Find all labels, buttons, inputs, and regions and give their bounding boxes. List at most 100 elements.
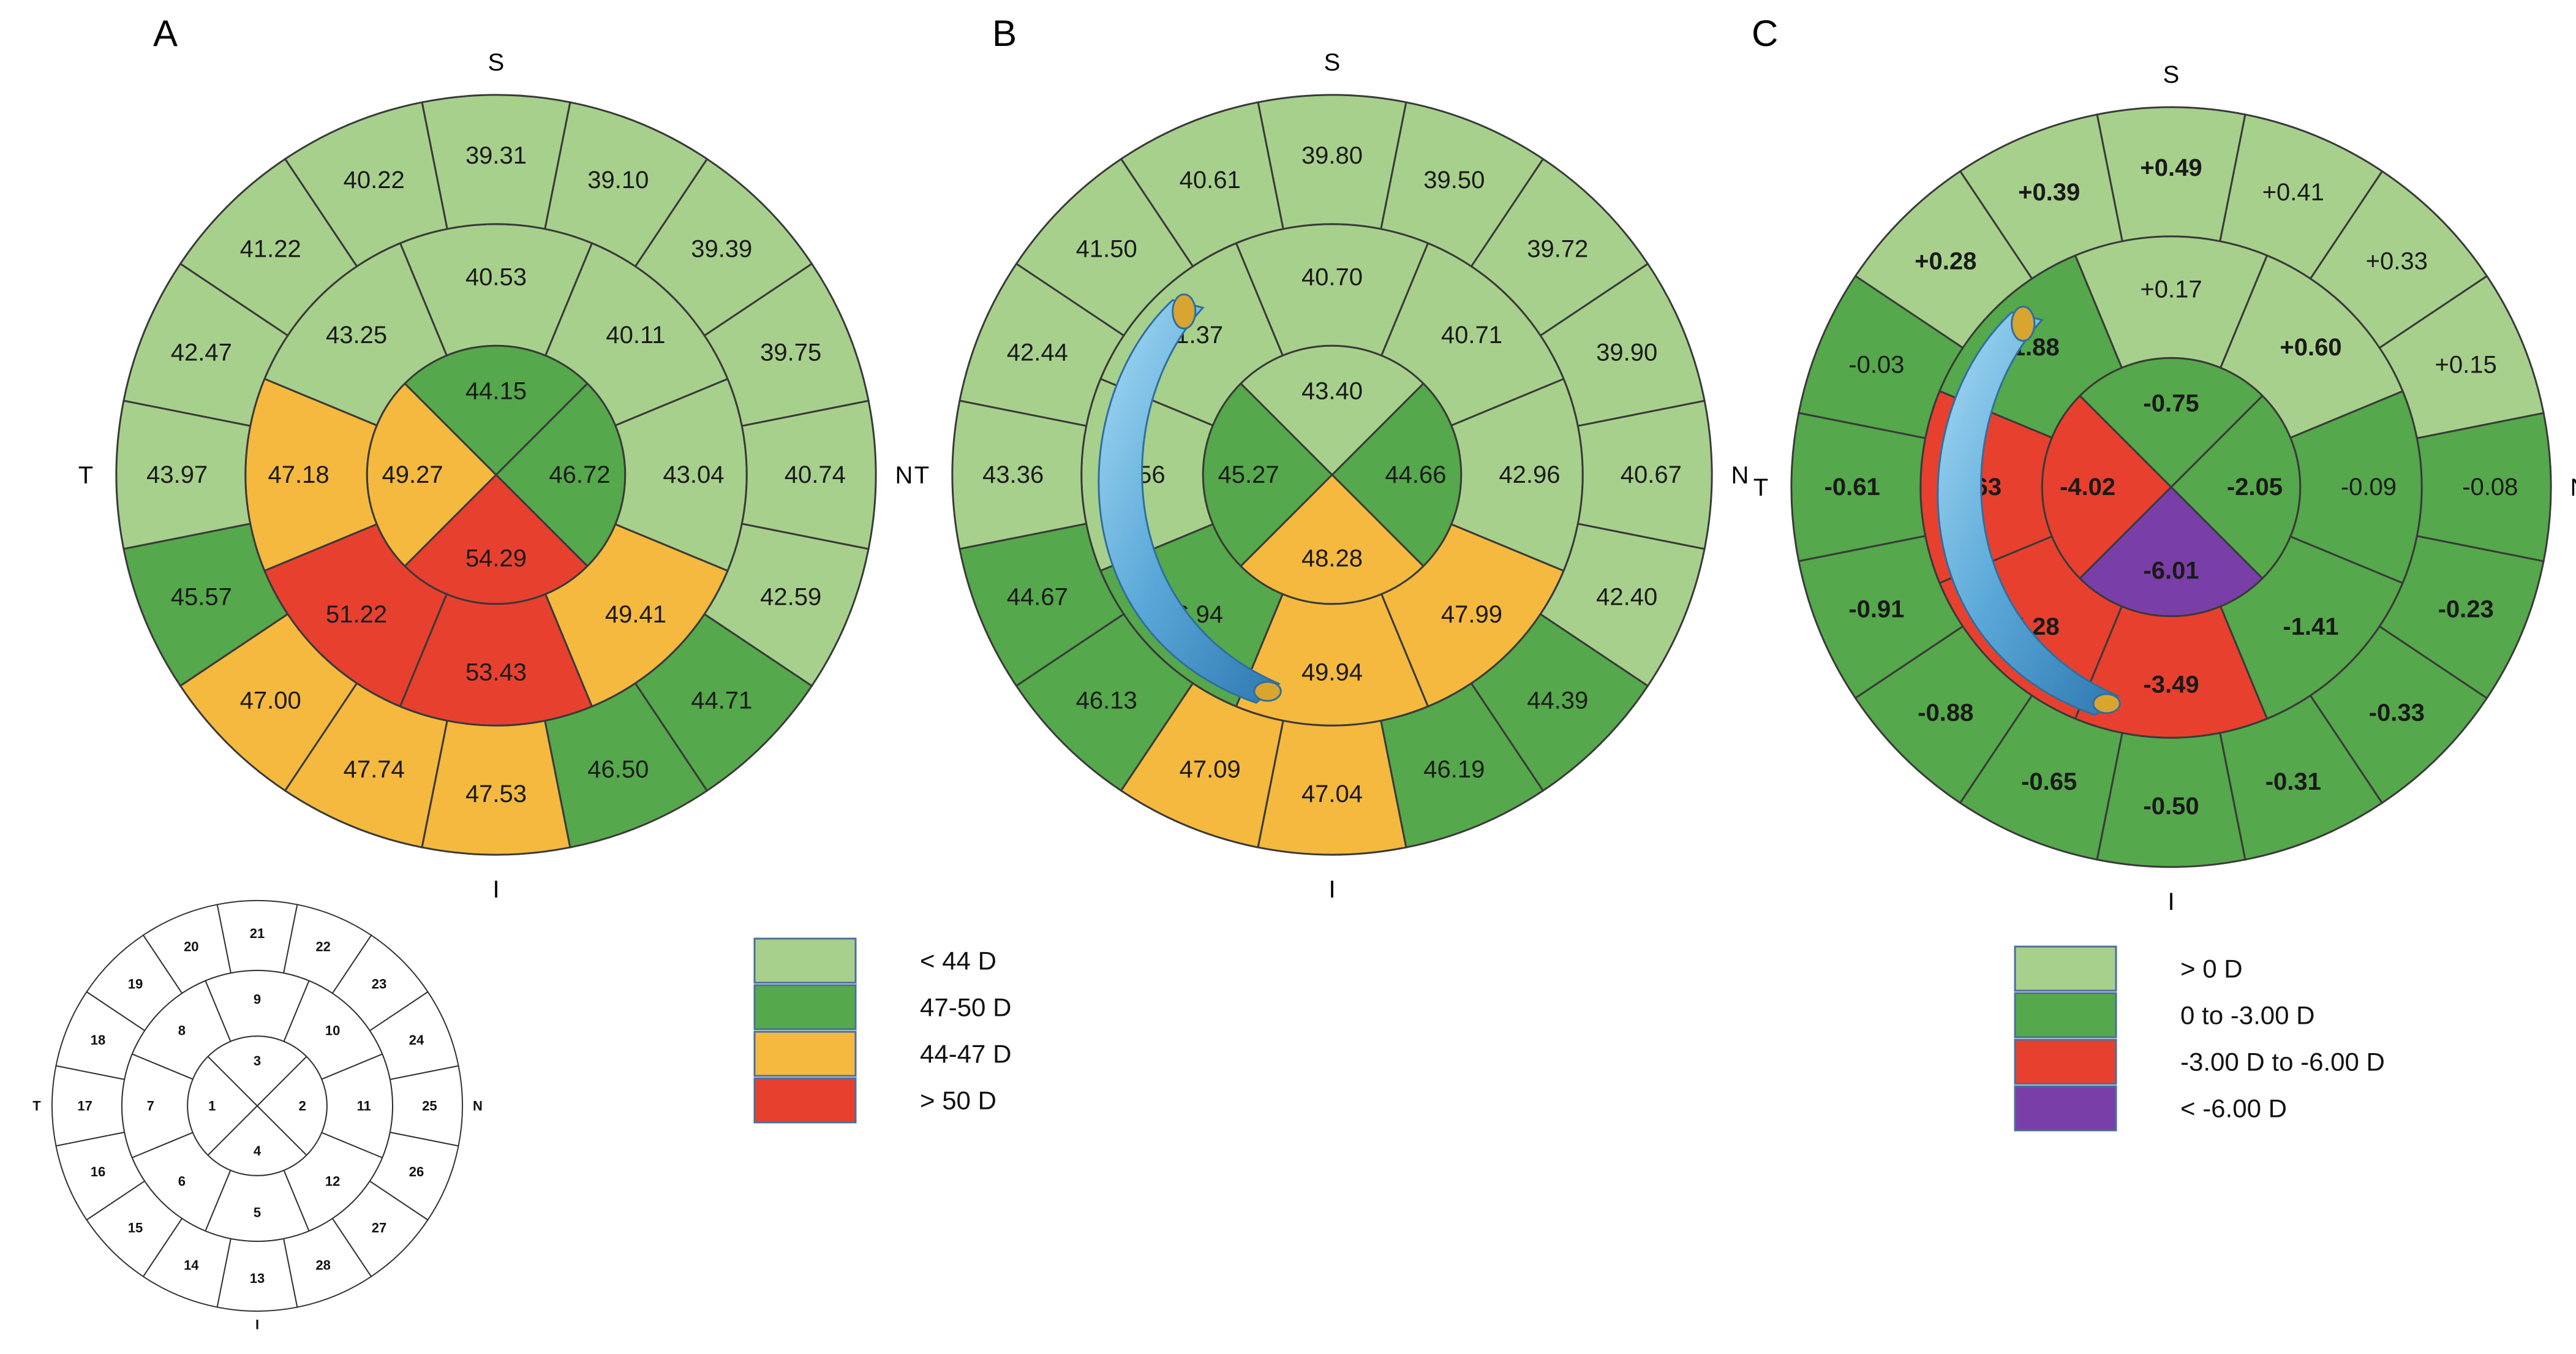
segment-value-20: 40.22: [344, 167, 405, 194]
legend-label: -3.00 D to -6.00 D: [2180, 1048, 2385, 1076]
key-segment-number: 27: [372, 1220, 386, 1235]
key-segment-number: 16: [91, 1164, 105, 1179]
key-segment-number: 8: [178, 1023, 186, 1038]
segment-value-4: -6.01: [2143, 557, 2199, 584]
key-segment-number: 12: [325, 1174, 340, 1189]
segment-value-17: 43.97: [146, 461, 208, 488]
segment-value-12: 49.41: [605, 601, 666, 628]
legend-label: < -6.00 D: [2180, 1094, 2287, 1123]
segment-value-14: -0.65: [2021, 768, 2077, 795]
segment-value-3: 44.15: [465, 378, 527, 405]
direction-label-nasal: N: [895, 462, 913, 489]
segment-value-26: -0.23: [2438, 596, 2494, 622]
segment-value-25: -0.08: [2462, 474, 2518, 501]
segment-value-1: -4.02: [2060, 474, 2115, 501]
legend-swatch: [2014, 992, 2117, 1038]
segment-value-24: +0.15: [2435, 352, 2497, 379]
segment-value-11: 43.04: [663, 461, 724, 488]
segment-value-12: 47.99: [1441, 601, 1502, 628]
segment-value-22: +0.41: [2262, 179, 2324, 206]
key-segment-number: 11: [357, 1099, 371, 1114]
direction-label-temporal: T: [78, 462, 93, 489]
segment-value-28: 46.50: [587, 756, 649, 783]
segment-value-26: 42.40: [1596, 583, 1657, 610]
key-segment-number: 28: [315, 1257, 330, 1273]
segment-value-9: 40.53: [465, 264, 527, 291]
segment-value-23: 39.72: [1527, 236, 1588, 263]
direction-label-superior: S: [1324, 49, 1341, 76]
key-segment-number: 20: [184, 939, 198, 955]
segment-value-21: 39.31: [465, 142, 527, 169]
key-segment-number: 25: [422, 1099, 437, 1114]
key-segment-number: 2: [299, 1099, 306, 1114]
key-segment-number: 4: [254, 1143, 262, 1159]
legend-label: < 44 D: [920, 947, 996, 975]
segment-value-2: 46.72: [549, 461, 610, 488]
key-segment-number: 15: [128, 1220, 143, 1235]
key-segment-number: 23: [372, 977, 386, 992]
key-segment-number: 10: [325, 1023, 340, 1038]
segment-value-21: 39.80: [1301, 142, 1363, 169]
segment-value-21: +0.49: [2140, 154, 2202, 181]
ring-eyelet-top: [2011, 306, 2036, 342]
segment-value-20: 40.61: [1180, 167, 1241, 194]
segment-value-1: 45.27: [1218, 461, 1279, 488]
legend-swatch: [2014, 1038, 2117, 1085]
segment-value-18: -0.03: [1848, 352, 1904, 379]
segment-value-20: +0.39: [2018, 179, 2080, 206]
segment-value-16: -0.91: [1848, 596, 1904, 622]
segment-value-18: 42.44: [1007, 339, 1068, 366]
segment-value-1: 49.27: [382, 461, 443, 488]
legend-keratometry: < 44 D 47-50 D 44-47 D > 50 D: [753, 937, 1011, 1124]
panel-label: B: [992, 13, 1017, 54]
ring-body: [1937, 311, 2120, 716]
segment-value-22: 39.10: [587, 167, 649, 194]
segment-value-11: 42.96: [1499, 461, 1560, 488]
direction-label-superior: S: [2163, 61, 2180, 88]
key-segment-number: 5: [254, 1205, 261, 1220]
key-segment-number: 26: [409, 1164, 424, 1179]
key-segment-number: 9: [254, 991, 261, 1007]
segment-value-15: 47.00: [240, 687, 301, 714]
legend-difference: > 0 D 0 to -3.00 D -3.00 D to -6.00 D < -6.…: [2014, 945, 2385, 1132]
segment-value-26: 42.59: [760, 583, 821, 610]
segment-value-17: -0.61: [1825, 474, 1880, 501]
legend-swatch: [753, 984, 857, 1031]
segment-value-13: 47.53: [465, 781, 527, 807]
segment-value-28: -0.31: [2265, 768, 2321, 795]
key-segment-number: 22: [315, 939, 330, 955]
direction-label-temporal: T: [1753, 474, 1768, 501]
segment-value-16: 44.67: [1007, 583, 1068, 610]
segment-value-7: 47.18: [268, 461, 330, 488]
legend-swatch: [2014, 945, 2117, 992]
key-segment-number: 14: [184, 1257, 199, 1273]
segment-value-15: 46.13: [1076, 687, 1137, 714]
segment-22: [1380, 101, 1545, 268]
segment-value-18: 42.47: [171, 339, 232, 366]
segment-numbering-key: 1 234987651211102120191817161514132827262…: [32, 900, 483, 1333]
segment-value-11: -0.09: [2341, 474, 2397, 501]
panel-a-keratometry-map: A 49.27 46.72 44.15 54.29 40.53 43.25 47.18 51.2…: [78, 13, 913, 903]
direction-label-inferior: I: [1328, 876, 1335, 903]
ring-eyelet-top: [1172, 293, 1197, 330]
segment-value-13: -0.50: [2143, 793, 2199, 820]
segment-value-14: 47.09: [1180, 756, 1241, 783]
legend-label: > 0 D: [2180, 955, 2243, 983]
segment-value-14: 47.74: [344, 756, 405, 783]
segment-value-5: 53.43: [465, 659, 527, 686]
legend-swatch: [753, 937, 857, 984]
segment-value-8: 43.25: [326, 322, 387, 349]
segment-value-9: +0.17: [2140, 276, 2202, 303]
legend-swatch: [753, 1077, 857, 1124]
panel-label: A: [153, 13, 178, 54]
segment-22: [2219, 113, 2384, 280]
key-segment-number: 17: [77, 1099, 92, 1114]
intracorneal-ring-segment: [1098, 293, 1282, 704]
segment-value-4: 48.28: [1301, 545, 1363, 572]
key-direction-nasal: N: [473, 1099, 483, 1114]
panel-b-keratometry-map: B45.2744.6643.4048.2840.7041.3743.5646.9…: [914, 13, 1749, 903]
segment-value-9: 40.70: [1301, 264, 1363, 291]
segment-value-22: 39.50: [1423, 167, 1485, 194]
key-segment-number: 6: [178, 1174, 186, 1189]
legend-swatch: [2014, 1085, 2117, 1132]
